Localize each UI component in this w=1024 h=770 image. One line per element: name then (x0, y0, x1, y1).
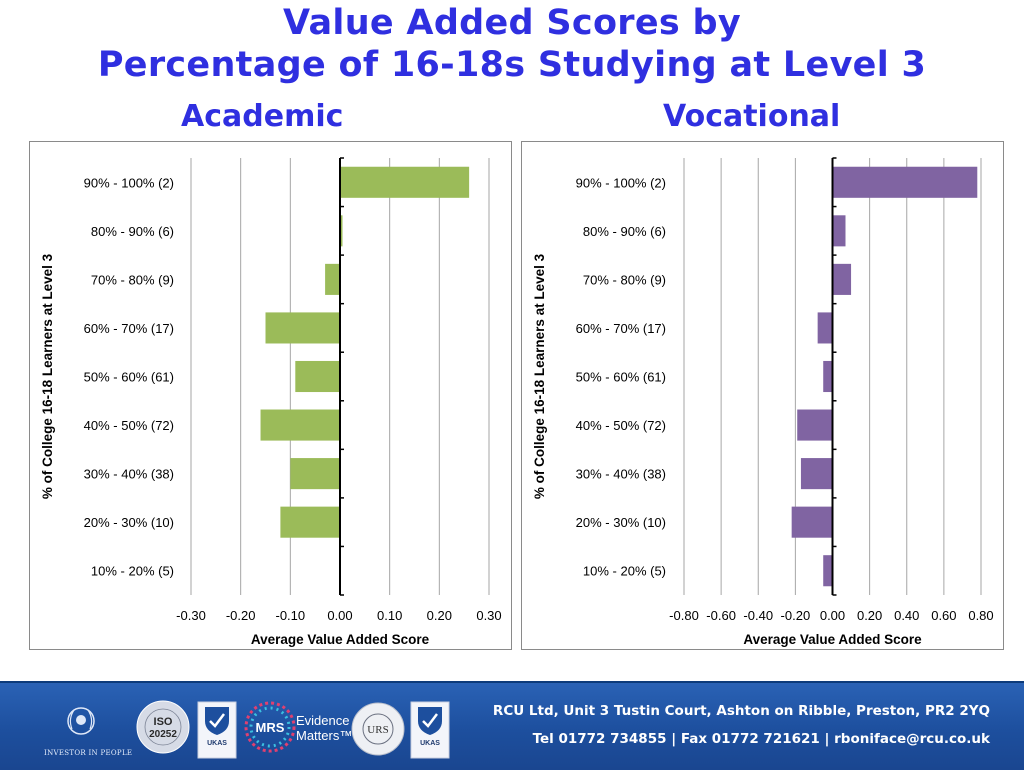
category-label: 50% - 60% (61) (84, 370, 174, 385)
footer: INVESTOR IN PEOPLE ISO 20252 UKAS MRS Ev… (0, 681, 1024, 770)
vocational-subtitle: Vocational (663, 99, 841, 134)
ukas-label-2: UKAS (420, 740, 440, 747)
x-tick-label: -0.20 (781, 608, 811, 623)
vocational-chart: -0.80 -0.60 -0.40 -0.20 0.00 0.20 0.40 0.60 0.80… (532, 157, 994, 647)
x-tick-label: -0.30 (176, 608, 206, 623)
investors-in-people-logo (67, 707, 95, 735)
bar (325, 263, 340, 295)
category-label: 70% - 80% (9) (583, 272, 666, 287)
bar (791, 506, 833, 538)
category-label: 50% - 60% (61) (576, 370, 666, 385)
category-label: 10% - 20% (5) (91, 564, 174, 579)
x-tick-label: 0.60 (931, 608, 956, 623)
x-tick-label: -0.40 (743, 608, 773, 623)
category-label: 90% - 100% (2) (576, 175, 666, 190)
x-tick-label: 0.20 (427, 608, 452, 623)
category-label: 40% - 50% (72) (576, 418, 666, 433)
urs-label: URS (367, 724, 388, 736)
bar (817, 312, 833, 344)
bar (295, 360, 340, 393)
category-label: 60% - 70% (17) (576, 321, 666, 336)
category-label: 80% - 90% (6) (583, 224, 666, 239)
y-axis-title: % of College 16-18 Learners at Level 3 (40, 253, 55, 499)
academic-subtitle: Academic (181, 99, 344, 134)
category-label: 80% - 90% (6) (91, 224, 174, 239)
category-label: 40% - 50% (72) (84, 418, 174, 433)
academic-chart-panel: -0.30 -0.20 -0.10 0.00 0.10 0.20 0.30 90% - 100… (29, 141, 512, 650)
mrs-evidence-matters-logo: MRS Evidence Matters™ (244, 701, 352, 753)
category-label: 20% - 30% (10) (84, 515, 174, 530)
ukas-logo-2: UKAS (410, 701, 450, 759)
iso-number: 20252 (149, 729, 177, 740)
ukas-label-1: UKAS (207, 740, 227, 747)
bar (260, 409, 340, 441)
mrs-evidence-text: Evidence (296, 713, 349, 728)
page-title-line1: Value Added Scores by (283, 3, 741, 43)
bar (340, 166, 470, 198)
academic-chart: -0.30 -0.20 -0.10 0.00 0.10 0.20 0.30 90% - 100… (40, 157, 502, 647)
x-tick-label: -0.20 (226, 608, 256, 623)
x-tick-label: 0.20 (857, 608, 882, 623)
x-tick-label: 0.00 (820, 608, 845, 623)
bar (800, 458, 833, 490)
ukas-logo-1: UKAS (197, 701, 237, 759)
bar (340, 215, 343, 247)
bar (290, 458, 340, 490)
page-title: Value Added Scores by Percentage of 16-1… (0, 2, 1024, 86)
bar (823, 555, 833, 587)
x-tick-label: 0.30 (476, 608, 501, 623)
page-title-line2: Percentage of 16-18s Studying at Level 3 (97, 45, 927, 85)
bar (265, 312, 340, 344)
x-tick-label: 0.40 (894, 608, 919, 623)
category-label: 30% - 40% (38) (84, 467, 174, 482)
x-tick-label: 0.10 (377, 608, 402, 623)
market-research-society-logo: ISO 20252 (136, 700, 190, 754)
category-label: 10% - 20% (5) (583, 564, 666, 579)
iso-label: ISO (154, 716, 173, 728)
category-label: 60% - 70% (17) (84, 321, 174, 336)
x-axis-title: Average Value Added Score (251, 632, 430, 647)
x-tick-label: 0.00 (327, 608, 352, 623)
footer-contact: Tel 01772 734855 | Fax 01772 721621 | rb… (532, 731, 990, 747)
mrs-matters-text: Matters™ (296, 728, 352, 743)
footer-address: RCU Ltd, Unit 3 Tustin Court, Ashton on … (492, 703, 990, 719)
bar (832, 215, 846, 247)
y-axis-title: % of College 16-18 Learners at Level 3 (532, 253, 547, 499)
x-tick-label: -0.80 (669, 608, 699, 623)
bar (832, 263, 852, 295)
category-label: 90% - 100% (2) (84, 175, 174, 190)
vocational-chart-panel: -0.80 -0.60 -0.40 -0.20 0.00 0.20 0.40 0.60 0.80… (521, 141, 1004, 650)
bar (832, 166, 978, 198)
mrs-label: MRS (256, 720, 285, 735)
x-tick-label: 0.80 (968, 608, 993, 623)
category-label: 20% - 30% (10) (576, 515, 666, 530)
category-label: 30% - 40% (38) (576, 467, 666, 482)
x-axis-title: Average Value Added Score (743, 632, 922, 647)
category-label: 70% - 80% (9) (91, 272, 174, 287)
x-tick-label: -0.10 (276, 608, 306, 623)
x-tick-label: -0.60 (706, 608, 736, 623)
bar (797, 409, 833, 441)
urs-iso-27001-logo: URS (351, 702, 405, 756)
bar (280, 506, 340, 538)
bar (823, 360, 833, 393)
investors-in-people-text: INVESTOR IN PEOPLE (44, 749, 133, 757)
